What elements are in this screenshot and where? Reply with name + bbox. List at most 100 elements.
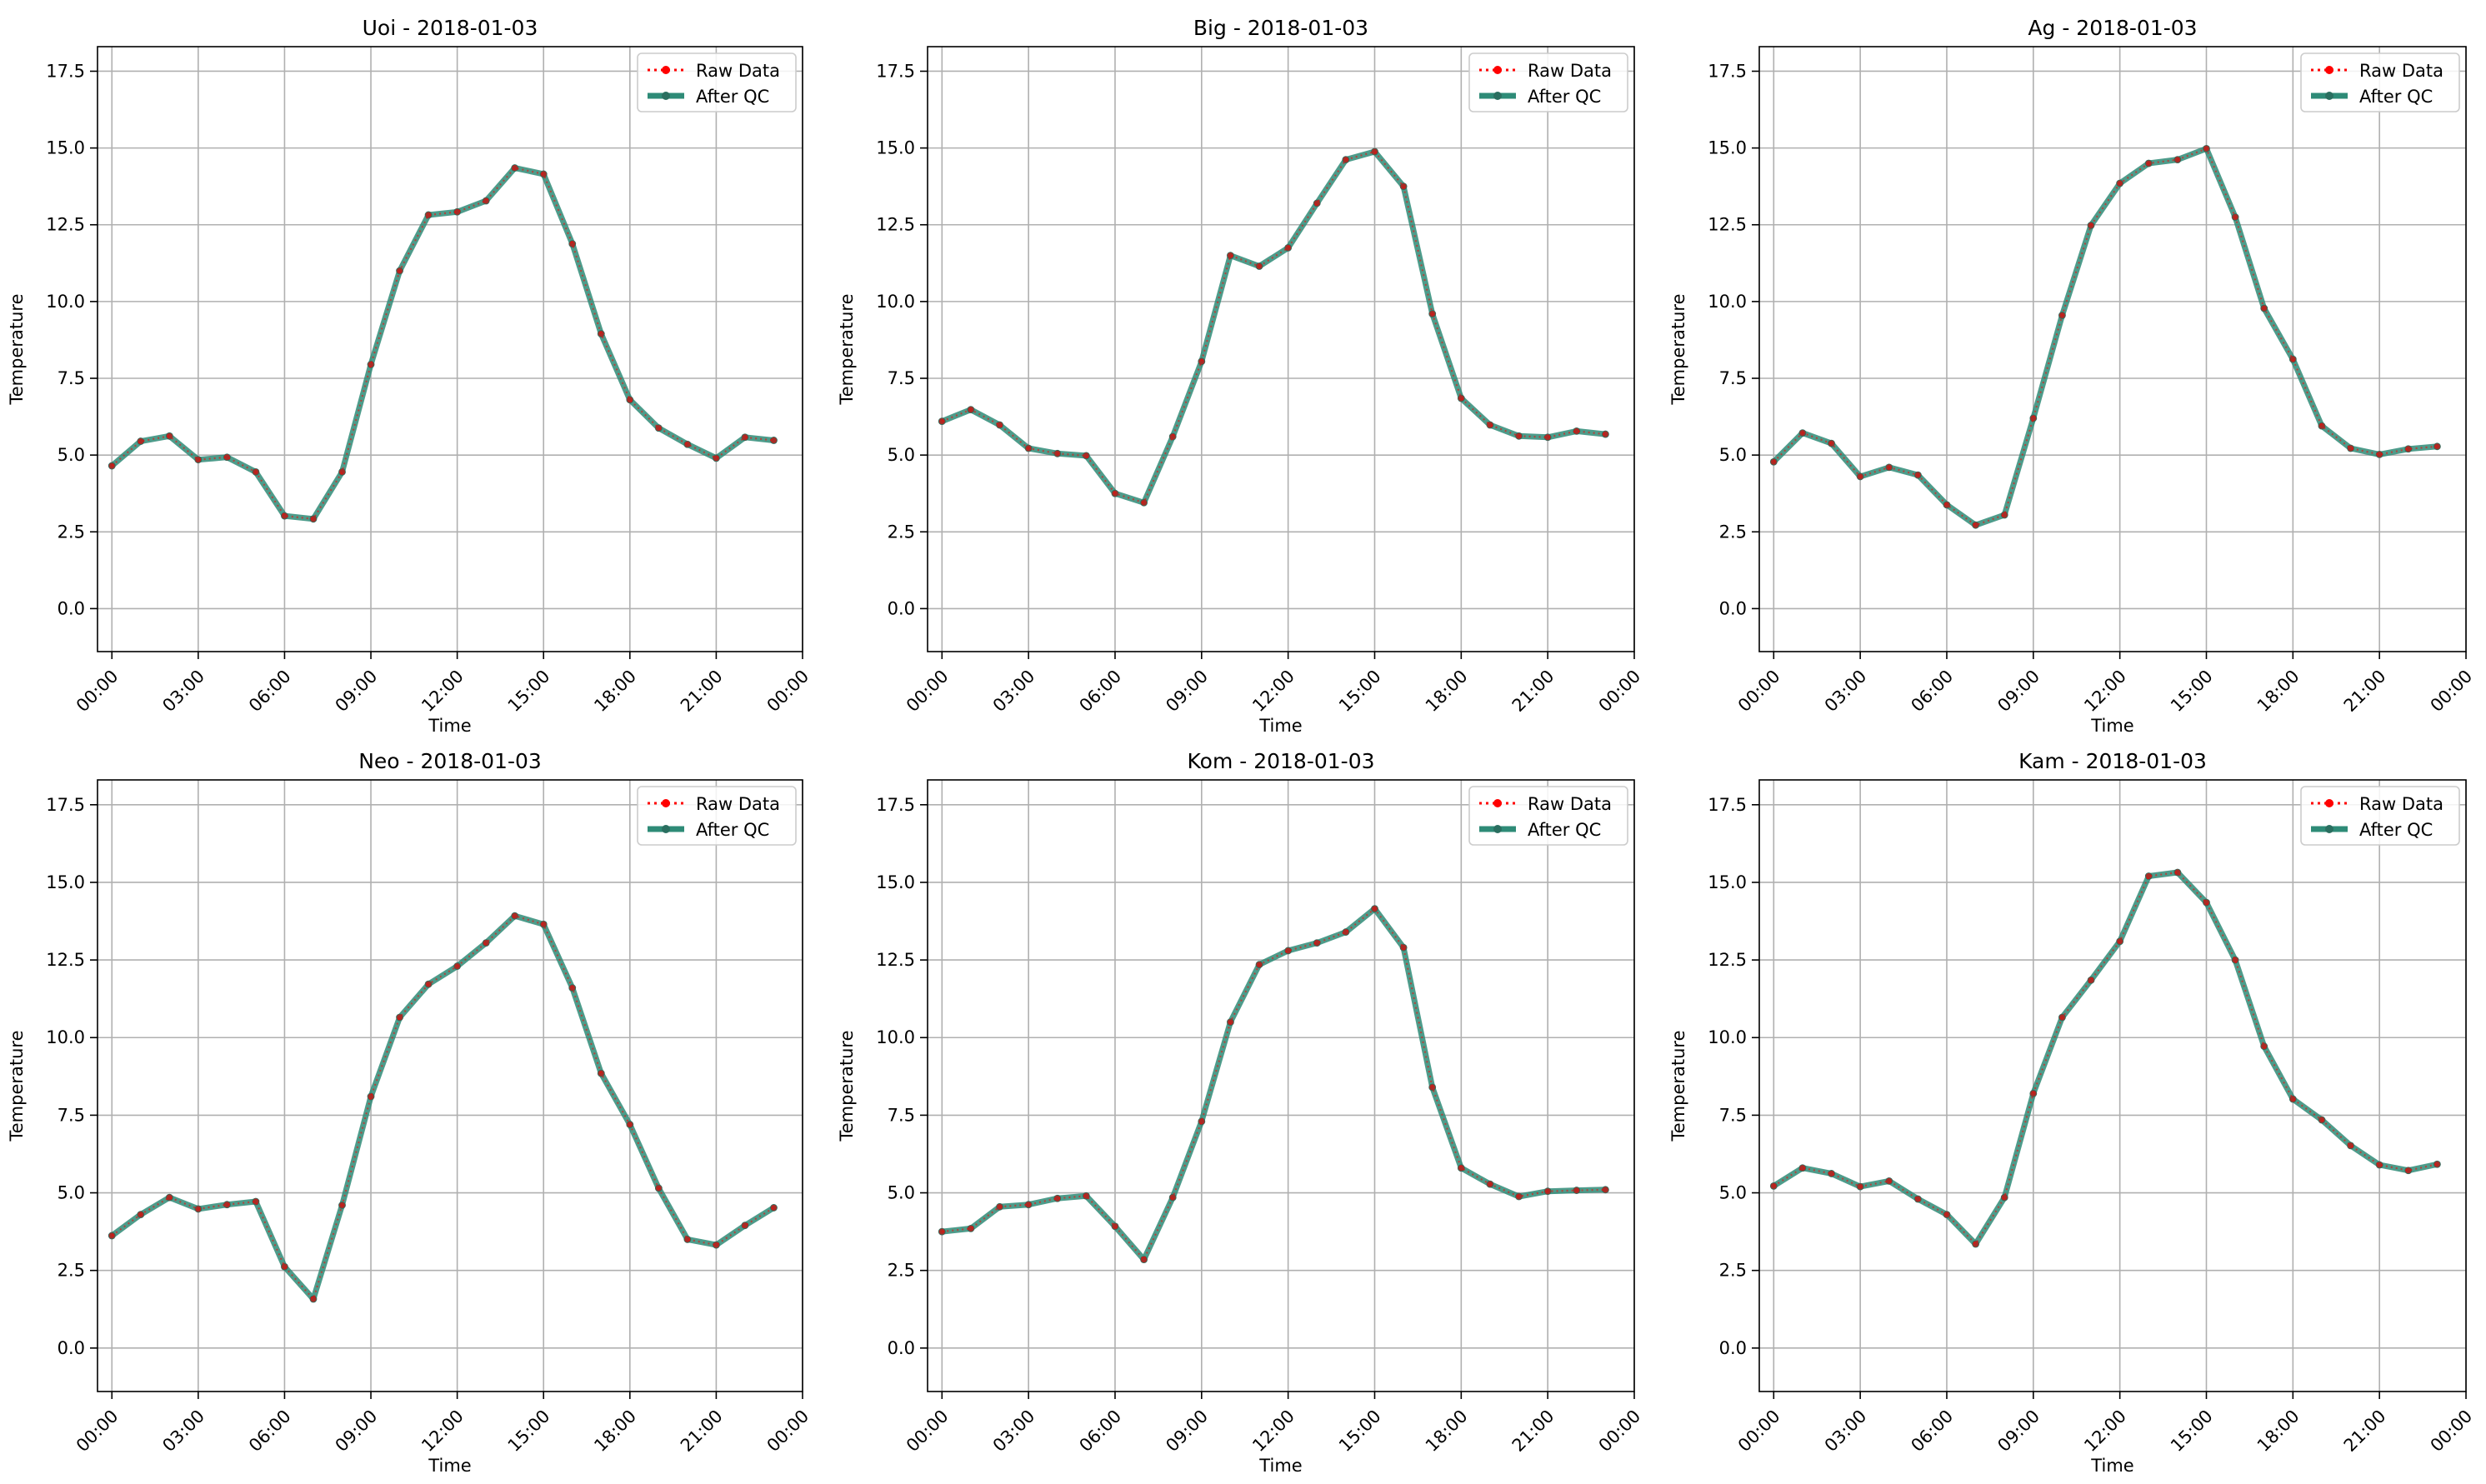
x-tick-label: 09:00	[332, 1406, 382, 1456]
raw-data-point	[1573, 1187, 1580, 1194]
legend-qc-marker	[2325, 825, 2333, 833]
series-raw-data	[938, 148, 1608, 506]
x-tick-label: 00:00	[2427, 666, 2477, 716]
after-qc-line	[1772, 869, 2438, 1247]
legend-qc-marker	[662, 825, 670, 833]
y-axis-label: Temperature	[7, 1030, 27, 1142]
raw-data-point	[1602, 431, 1608, 437]
y-tick-label: 10.0	[1708, 1027, 1747, 1047]
x-tick-label: 15:00	[2167, 1406, 2217, 1456]
raw-data-point	[2117, 938, 2123, 945]
raw-data-point	[1515, 1193, 1523, 1200]
raw-data-point	[1343, 157, 1349, 163]
subplot: 00:00 03:00 06:00 09:00 12:00 15:00 18:00 21:00…	[1668, 16, 2476, 736]
y-tick-label: 5.0	[1719, 445, 1747, 465]
x-tick-label: 06:00	[1075, 666, 1125, 716]
x-tick-label: 12:00	[1248, 1406, 1298, 1456]
y-tick-label: 2.5	[1719, 1261, 1747, 1281]
series-raw-data	[938, 906, 1608, 1263]
series-raw-data	[108, 164, 778, 522]
raw-data-point	[2203, 145, 2210, 152]
x-tick-label: 15:00	[1335, 666, 1385, 716]
y-tick-label: 5.0	[888, 445, 915, 465]
raw-data-point	[1285, 947, 1292, 954]
raw-data-point	[1400, 944, 1407, 951]
series-after-qc	[108, 164, 778, 523]
y-tick-label: 2.5	[888, 522, 915, 542]
raw-data-point	[996, 422, 1003, 428]
subplot: 00:00 03:00 06:00 09:00 12:00 15:00 18:00 21:00…	[1668, 749, 2476, 1476]
chart-title: Kam - 2018-01-03	[2018, 749, 2207, 773]
subplot: 00:00 03:00 06:00 09:00 12:00 15:00 18:00 21:00…	[7, 16, 813, 736]
legend-label-qc: After QC	[2359, 87, 2433, 107]
raw-data-point	[1083, 1192, 1089, 1199]
x-tick-label: 09:00	[1993, 1406, 2043, 1456]
y-tick-label: 17.5	[876, 795, 915, 815]
subplot: 00:00 03:00 06:00 09:00 12:00 15:00 18:00 21:00…	[7, 749, 813, 1476]
raw-data-point	[281, 1263, 288, 1270]
series-raw-data	[1770, 145, 2440, 528]
y-tick-label: 12.5	[1708, 215, 1747, 235]
y-tick-label: 0.0	[58, 598, 85, 618]
x-axis-label: Time	[2090, 716, 2133, 736]
gridlines	[928, 780, 1635, 1392]
y-tick-label: 17.5	[1708, 61, 1747, 81]
legend-label-raw: Raw Data	[696, 61, 780, 81]
x-tick-label: 00:00	[1734, 666, 1784, 716]
raw-data-point	[684, 441, 691, 447]
raw-data-point	[1169, 1194, 1176, 1201]
y-tick-label: 15.0	[46, 138, 85, 158]
x-tick-label: 00:00	[763, 1406, 813, 1456]
y-tick-label: 7.5	[1719, 1105, 1747, 1125]
legend-raw-marker	[2325, 66, 2333, 74]
x-tick-label: 03:00	[158, 666, 208, 716]
legend-qc-marker	[2325, 92, 2333, 100]
raw-data-point	[2347, 1142, 2354, 1149]
y-tick-label: 10.0	[1708, 292, 1747, 312]
raw-data-point	[1602, 1187, 1608, 1193]
y-tick-label: 12.5	[46, 950, 85, 970]
raw-data-point	[2088, 222, 2094, 229]
raw-data-point	[2261, 1043, 2268, 1050]
raw-data-point	[1458, 1165, 1464, 1172]
x-tick-label: 18:00	[1422, 1406, 1472, 1456]
y-tick-label: 7.5	[888, 368, 915, 388]
chart-title: Kom - 2018-01-03	[1188, 749, 1375, 773]
legend-qc-marker	[1493, 92, 1502, 100]
raw-data-point	[2232, 213, 2238, 221]
raw-data-point	[1054, 1195, 1061, 1202]
x-tick-label: 12:00	[2080, 1406, 2130, 1456]
x-tick-label: 00:00	[903, 1406, 953, 1456]
raw-data-point	[1285, 244, 1292, 251]
raw-data-point	[713, 455, 720, 462]
legend-raw-marker	[662, 66, 670, 74]
raw-data-point	[968, 407, 974, 413]
y-axis-label: Temperature	[7, 293, 27, 405]
raw-data-point	[108, 1232, 115, 1239]
raw-data-point	[483, 197, 489, 204]
x-tick-label: 12:00	[1248, 666, 1298, 716]
y-tick-label: 7.5	[58, 1105, 85, 1125]
raw-data-point	[1770, 458, 1777, 465]
raw-data-point	[1458, 395, 1464, 402]
raw-data-point	[2030, 415, 2037, 422]
raw-data-point	[1886, 464, 1893, 471]
raw-data-point	[1140, 1257, 1148, 1263]
raw-data-point	[1972, 522, 1979, 528]
x-tick-label: 00:00	[1595, 1406, 1645, 1456]
x-tick-label: 06:00	[1075, 1406, 1125, 1456]
raw-data-point	[1828, 1170, 1835, 1177]
x-tick-label: 09:00	[1993, 666, 2043, 716]
y-tick-label: 15.0	[876, 138, 915, 158]
raw-data-point	[1544, 434, 1551, 441]
gridlines	[1759, 47, 2467, 652]
x-tick-label: 03:00	[1821, 1406, 1871, 1456]
raw-data-point	[2232, 957, 2238, 963]
raw-data-point	[310, 1296, 317, 1302]
y-tick-label: 15.0	[1708, 872, 1747, 892]
x-tick-label: 00:00	[903, 666, 953, 716]
legend-label-qc: After QC	[696, 87, 769, 107]
x-tick-label: 15:00	[504, 666, 554, 716]
y-axis-label: Temperature	[1668, 1030, 1688, 1142]
raw-data-point	[2376, 1162, 2383, 1168]
